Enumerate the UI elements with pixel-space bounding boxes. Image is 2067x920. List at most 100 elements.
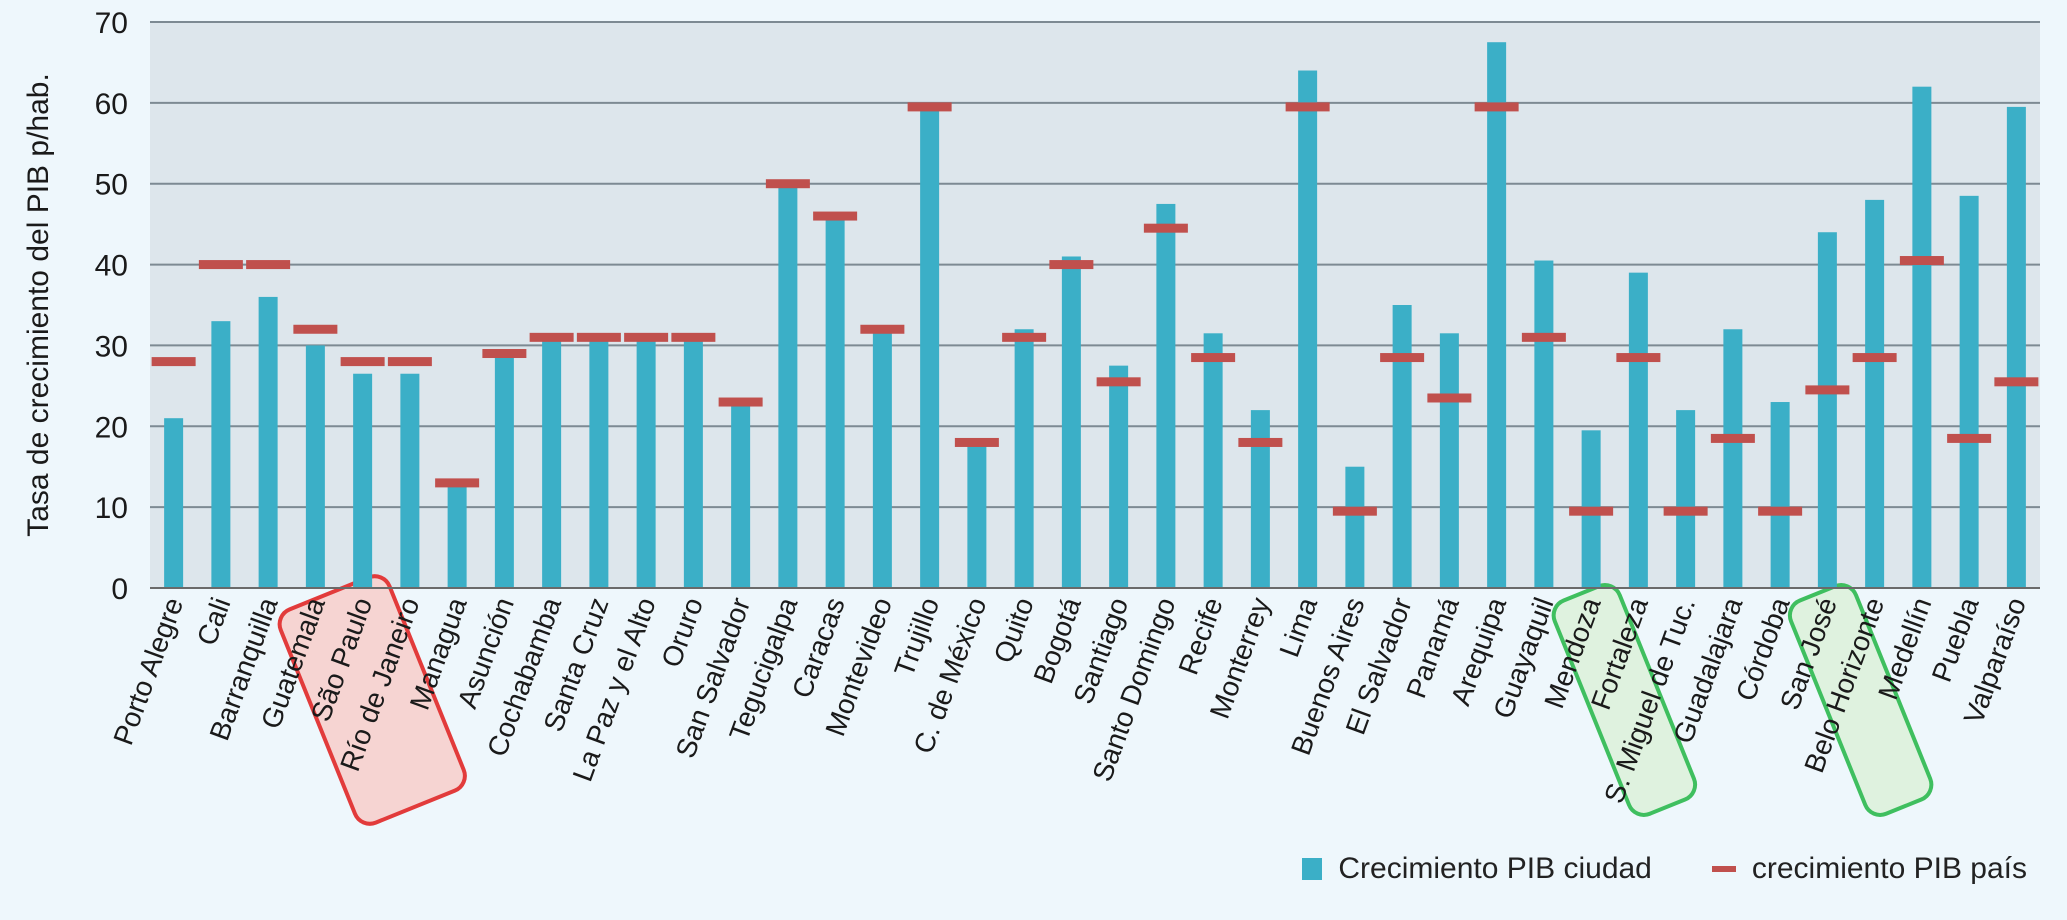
y-tick-label: 20	[95, 411, 128, 444]
bar-city	[1959, 195, 1979, 589]
marker-country	[482, 349, 527, 359]
marker-country	[1002, 332, 1047, 342]
bar-city	[1487, 42, 1507, 588]
bar-city	[1439, 333, 1459, 588]
marker-country	[1663, 506, 1708, 516]
marker-country	[1805, 385, 1850, 395]
highlight-box-rect	[1551, 583, 1698, 817]
marker-country	[1096, 377, 1141, 387]
marker-country	[1285, 102, 1330, 112]
bar-city	[1109, 365, 1129, 588]
bar-city	[1676, 410, 1696, 588]
y-tick-label: 40	[95, 250, 128, 283]
highlight-box-rect	[1787, 583, 1934, 817]
marker-country	[907, 102, 952, 112]
bar-city	[825, 216, 845, 589]
marker-country	[1049, 260, 1094, 270]
marker-country	[198, 260, 243, 270]
bar-city	[2006, 106, 2026, 589]
bar-city	[1061, 256, 1081, 588]
y-tick-label: 60	[95, 88, 128, 121]
marker-country	[718, 397, 763, 407]
x-tick-label: Quito	[988, 593, 1040, 667]
marker-country	[435, 478, 480, 488]
bar-city	[872, 329, 892, 588]
bar-city	[305, 345, 325, 588]
legend-swatch-line	[1711, 866, 1736, 872]
bar-city	[683, 337, 703, 588]
highlight-box-green	[1787, 583, 1934, 817]
bar-city	[731, 402, 751, 588]
y-tick-label: 0	[111, 573, 128, 606]
bar-city	[1203, 333, 1223, 588]
highlight-box-red	[277, 574, 467, 826]
legend-label-city: Crecimiento PIB ciudad	[1338, 852, 1652, 885]
bar-city	[1628, 272, 1648, 588]
y-tick-label: 50	[95, 169, 128, 202]
marker-country	[1521, 332, 1566, 342]
legend-item-city: Crecimiento PIB ciudad	[1302, 852, 1652, 886]
marker-country	[1380, 353, 1425, 363]
bar-city	[1014, 329, 1034, 588]
bar-city	[1817, 232, 1837, 588]
marker-country	[1899, 256, 1944, 266]
marker-country	[246, 260, 291, 270]
marker-country	[1191, 353, 1236, 363]
y-tick-label: 30	[95, 330, 128, 363]
bar-city	[1250, 410, 1270, 588]
marker-country	[1143, 223, 1188, 233]
y-axis-label: Tasa de crecimiento del PIB p/hab.	[22, 73, 55, 537]
marker-country	[813, 211, 858, 221]
bar-city	[447, 482, 467, 588]
bar-city	[494, 357, 514, 588]
legend-label-country: crecimiento PIB país	[1751, 852, 2027, 885]
x-tick-label: Lima	[1273, 593, 1323, 661]
bar-city	[1770, 402, 1790, 588]
bar-city	[542, 337, 562, 588]
marker-country	[1427, 393, 1472, 403]
bar-city	[636, 341, 656, 588]
marker-country	[1474, 102, 1519, 112]
bar-city	[967, 446, 987, 588]
marker-country	[1332, 506, 1377, 516]
highlight-box-rect	[277, 574, 467, 826]
marker-country	[765, 179, 810, 189]
marker-country	[1616, 353, 1661, 363]
bar-city	[1865, 199, 1885, 588]
bar-city	[1345, 466, 1365, 588]
marker-country	[340, 357, 385, 367]
marker-country	[387, 357, 432, 367]
x-tick-label: Porto Alegre	[107, 593, 189, 748]
marker-country	[671, 332, 716, 342]
marker-country	[1852, 353, 1897, 363]
bar-city	[778, 183, 798, 588]
bar-city	[1392, 305, 1412, 588]
bar-city	[353, 373, 373, 588]
legend: Crecimiento PIB ciudad crecimiento PIB p…	[1302, 852, 2027, 886]
marker-country	[860, 324, 905, 334]
bar-city	[1912, 86, 1932, 588]
bar-city	[400, 373, 420, 588]
marker-country	[1710, 433, 1755, 443]
legend-item-country: crecimiento PIB país	[1711, 852, 2027, 886]
bar-city	[589, 337, 609, 588]
marker-country	[576, 332, 621, 342]
marker-country	[293, 324, 338, 334]
marker-country	[1569, 506, 1614, 516]
marker-country	[1994, 377, 2039, 387]
bar-city	[1534, 260, 1554, 588]
x-tick-label: Oruro	[655, 593, 709, 671]
bar-city	[211, 321, 231, 588]
marker-country	[1947, 433, 1992, 443]
marker-country	[1238, 437, 1283, 447]
highlight-box-green	[1551, 583, 1698, 817]
marker-country	[529, 332, 574, 342]
marker-country	[624, 332, 669, 342]
bar-city	[1298, 70, 1318, 588]
legend-swatch-bar	[1302, 858, 1323, 880]
bar-city	[1723, 329, 1743, 588]
bar-city	[164, 418, 184, 588]
x-tick-label: Cali	[191, 593, 237, 649]
